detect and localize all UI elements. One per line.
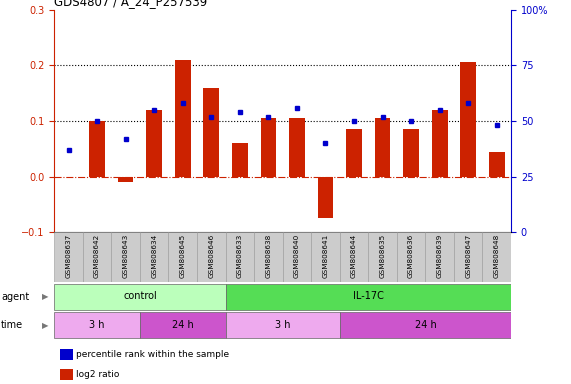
- Text: ▶: ▶: [42, 292, 49, 301]
- Bar: [175, 60, 191, 177]
- Text: GSM808637: GSM808637: [66, 234, 71, 278]
- Bar: [311, 232, 340, 282]
- Text: log2 ratio: log2 ratio: [76, 370, 119, 379]
- Bar: [203, 88, 219, 177]
- Bar: [254, 232, 283, 282]
- Bar: [54, 313, 140, 338]
- Text: GSM808643: GSM808643: [123, 234, 128, 278]
- Bar: [226, 284, 511, 310]
- Bar: [226, 232, 254, 282]
- Bar: [432, 110, 448, 177]
- Bar: [89, 121, 105, 177]
- Text: 24 h: 24 h: [415, 320, 436, 330]
- Text: time: time: [1, 320, 23, 331]
- Text: agent: agent: [1, 291, 29, 302]
- Text: control: control: [123, 291, 157, 301]
- Text: GSM808635: GSM808635: [380, 234, 385, 278]
- Text: GSM808647: GSM808647: [465, 234, 471, 278]
- Bar: [425, 232, 454, 282]
- Text: GSM808645: GSM808645: [180, 234, 186, 278]
- Bar: [403, 129, 419, 177]
- Text: 3 h: 3 h: [275, 320, 291, 330]
- Text: GDS4807 / A_24_P257539: GDS4807 / A_24_P257539: [54, 0, 207, 8]
- Bar: [111, 232, 140, 282]
- Text: GSM808642: GSM808642: [94, 234, 100, 278]
- Bar: [346, 129, 362, 177]
- Bar: [454, 232, 482, 282]
- Bar: [482, 232, 511, 282]
- Bar: [226, 313, 340, 338]
- Bar: [340, 232, 368, 282]
- Text: percentile rank within the sample: percentile rank within the sample: [76, 350, 229, 359]
- Text: GSM808646: GSM808646: [208, 234, 214, 278]
- Text: 3 h: 3 h: [89, 320, 105, 330]
- Bar: [54, 284, 226, 310]
- Bar: [232, 143, 248, 177]
- Bar: [197, 232, 226, 282]
- Text: GSM808634: GSM808634: [151, 234, 157, 278]
- Bar: [289, 118, 305, 177]
- Text: GSM808641: GSM808641: [323, 234, 328, 278]
- Text: GSM808644: GSM808644: [351, 234, 357, 278]
- Bar: [368, 232, 397, 282]
- Text: GSM808636: GSM808636: [408, 234, 414, 278]
- Bar: [283, 232, 311, 282]
- Bar: [140, 313, 226, 338]
- Bar: [375, 118, 391, 177]
- Text: GSM808648: GSM808648: [494, 234, 500, 278]
- Text: GSM808638: GSM808638: [266, 234, 271, 278]
- Bar: [260, 118, 276, 177]
- Bar: [168, 232, 197, 282]
- Text: GSM808640: GSM808640: [294, 234, 300, 278]
- Text: GSM808633: GSM808633: [237, 234, 243, 278]
- Bar: [54, 232, 83, 282]
- Text: 24 h: 24 h: [172, 320, 194, 330]
- Bar: [397, 232, 425, 282]
- Bar: [83, 232, 111, 282]
- Bar: [118, 177, 134, 182]
- Text: GSM808639: GSM808639: [437, 234, 443, 278]
- Bar: [340, 313, 511, 338]
- Text: ▶: ▶: [42, 321, 49, 330]
- Text: IL-17C: IL-17C: [353, 291, 384, 301]
- Bar: [460, 63, 476, 177]
- Bar: [146, 110, 162, 177]
- Bar: [140, 232, 168, 282]
- Bar: [317, 177, 333, 218]
- Bar: [489, 152, 505, 177]
